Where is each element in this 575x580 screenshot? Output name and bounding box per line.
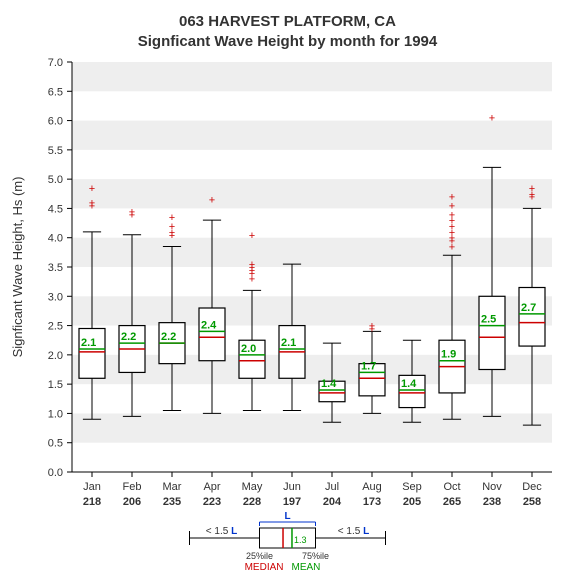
- title-line2: Signficant Wave Height by month for 1994: [138, 33, 438, 50]
- legend-demo-mean: 1.3: [294, 535, 307, 545]
- y-tick-label: 6.0: [48, 116, 63, 128]
- mean-label: 2.1: [281, 337, 296, 349]
- outlier-marker: +: [209, 195, 215, 207]
- y-tick-label: 6.5: [48, 86, 63, 98]
- x-tick-month: Sep: [402, 481, 422, 493]
- y-tick-label: 0.0: [48, 467, 63, 479]
- mean-label: 1.4: [401, 378, 417, 390]
- svg-text:< 1.5 L: < 1.5 L: [206, 526, 237, 537]
- x-tick-count: 238: [483, 496, 501, 508]
- x-tick-month: Feb: [123, 481, 142, 493]
- x-tick-month: Jul: [325, 481, 339, 493]
- mean-label: 2.5: [481, 314, 496, 326]
- x-tick-month: Mar: [163, 481, 182, 493]
- x-tick-month: Aug: [362, 481, 382, 493]
- outlier-marker: +: [369, 321, 375, 333]
- y-tick-label: 1.5: [48, 379, 63, 391]
- x-tick-count: 228: [243, 496, 261, 508]
- legend-mean-label: MEAN: [292, 562, 321, 573]
- x-tick-count: 218: [83, 496, 101, 508]
- mean-label: 2.1: [81, 337, 96, 349]
- y-tick-label: 2.0: [48, 350, 63, 362]
- outlier-marker: +: [89, 198, 95, 210]
- mean-label: 2.2: [121, 331, 136, 343]
- y-tick-label: 1.0: [48, 408, 63, 420]
- mean-label: 2.0: [241, 343, 256, 355]
- x-tick-month: Jun: [283, 481, 301, 493]
- x-tick-count: 235: [163, 496, 181, 508]
- svg-text:25%ile: 25%ile: [246, 551, 273, 561]
- mean-label: 2.2: [161, 331, 176, 343]
- y-tick-label: 4.5: [48, 203, 63, 215]
- outlier-marker: +: [249, 259, 255, 271]
- x-tick-count: 265: [443, 496, 461, 508]
- y-axis-label: Signficant Wave Height, Hs (m): [10, 177, 25, 358]
- x-tick-month: Nov: [482, 481, 502, 493]
- mean-label: 1.7: [361, 360, 376, 372]
- mean-label: 1.9: [441, 349, 456, 361]
- outlier-marker: +: [449, 192, 455, 204]
- y-tick-label: 0.5: [48, 438, 63, 450]
- x-tick-count: 206: [123, 496, 141, 508]
- x-tick-count: 258: [523, 496, 541, 508]
- y-tick-label: 7.0: [48, 57, 63, 69]
- outlier-marker: +: [89, 183, 95, 195]
- x-tick-count: 204: [323, 496, 342, 508]
- mean-label: 2.4: [201, 319, 217, 331]
- x-tick-count: 173: [363, 496, 381, 508]
- outlier-marker: +: [529, 183, 535, 195]
- x-tick-count: 223: [203, 496, 221, 508]
- y-tick-label: 3.0: [48, 291, 63, 303]
- x-tick-count: 205: [403, 496, 421, 508]
- outlier-marker: +: [249, 230, 255, 242]
- svg-text:< 1.5 L: < 1.5 L: [338, 526, 369, 537]
- svg-text:L: L: [284, 511, 290, 522]
- title-line1: 063 HARVEST PLATFORM, CA: [179, 13, 396, 30]
- outlier-marker: +: [169, 212, 175, 224]
- y-tick-label: 3.5: [48, 262, 63, 274]
- y-tick-label: 4.0: [48, 233, 63, 245]
- outlier-marker: +: [129, 206, 135, 218]
- x-tick-month: May: [242, 481, 263, 493]
- mean-label: 2.7: [521, 302, 536, 314]
- x-tick-month: Jan: [83, 481, 101, 493]
- legend-median-label: MEDIAN: [245, 562, 284, 573]
- outlier-marker: +: [489, 113, 495, 125]
- y-tick-label: 5.5: [48, 145, 63, 157]
- mean-label: 1.4: [321, 378, 337, 390]
- svg-text:75%ile: 75%ile: [302, 551, 329, 561]
- x-tick-month: Oct: [443, 481, 460, 493]
- x-tick-count: 197: [283, 496, 301, 508]
- y-tick-label: 5.0: [48, 174, 63, 186]
- x-tick-month: Dec: [522, 481, 542, 493]
- x-tick-month: Apr: [203, 481, 220, 493]
- y-tick-label: 2.5: [48, 321, 63, 333]
